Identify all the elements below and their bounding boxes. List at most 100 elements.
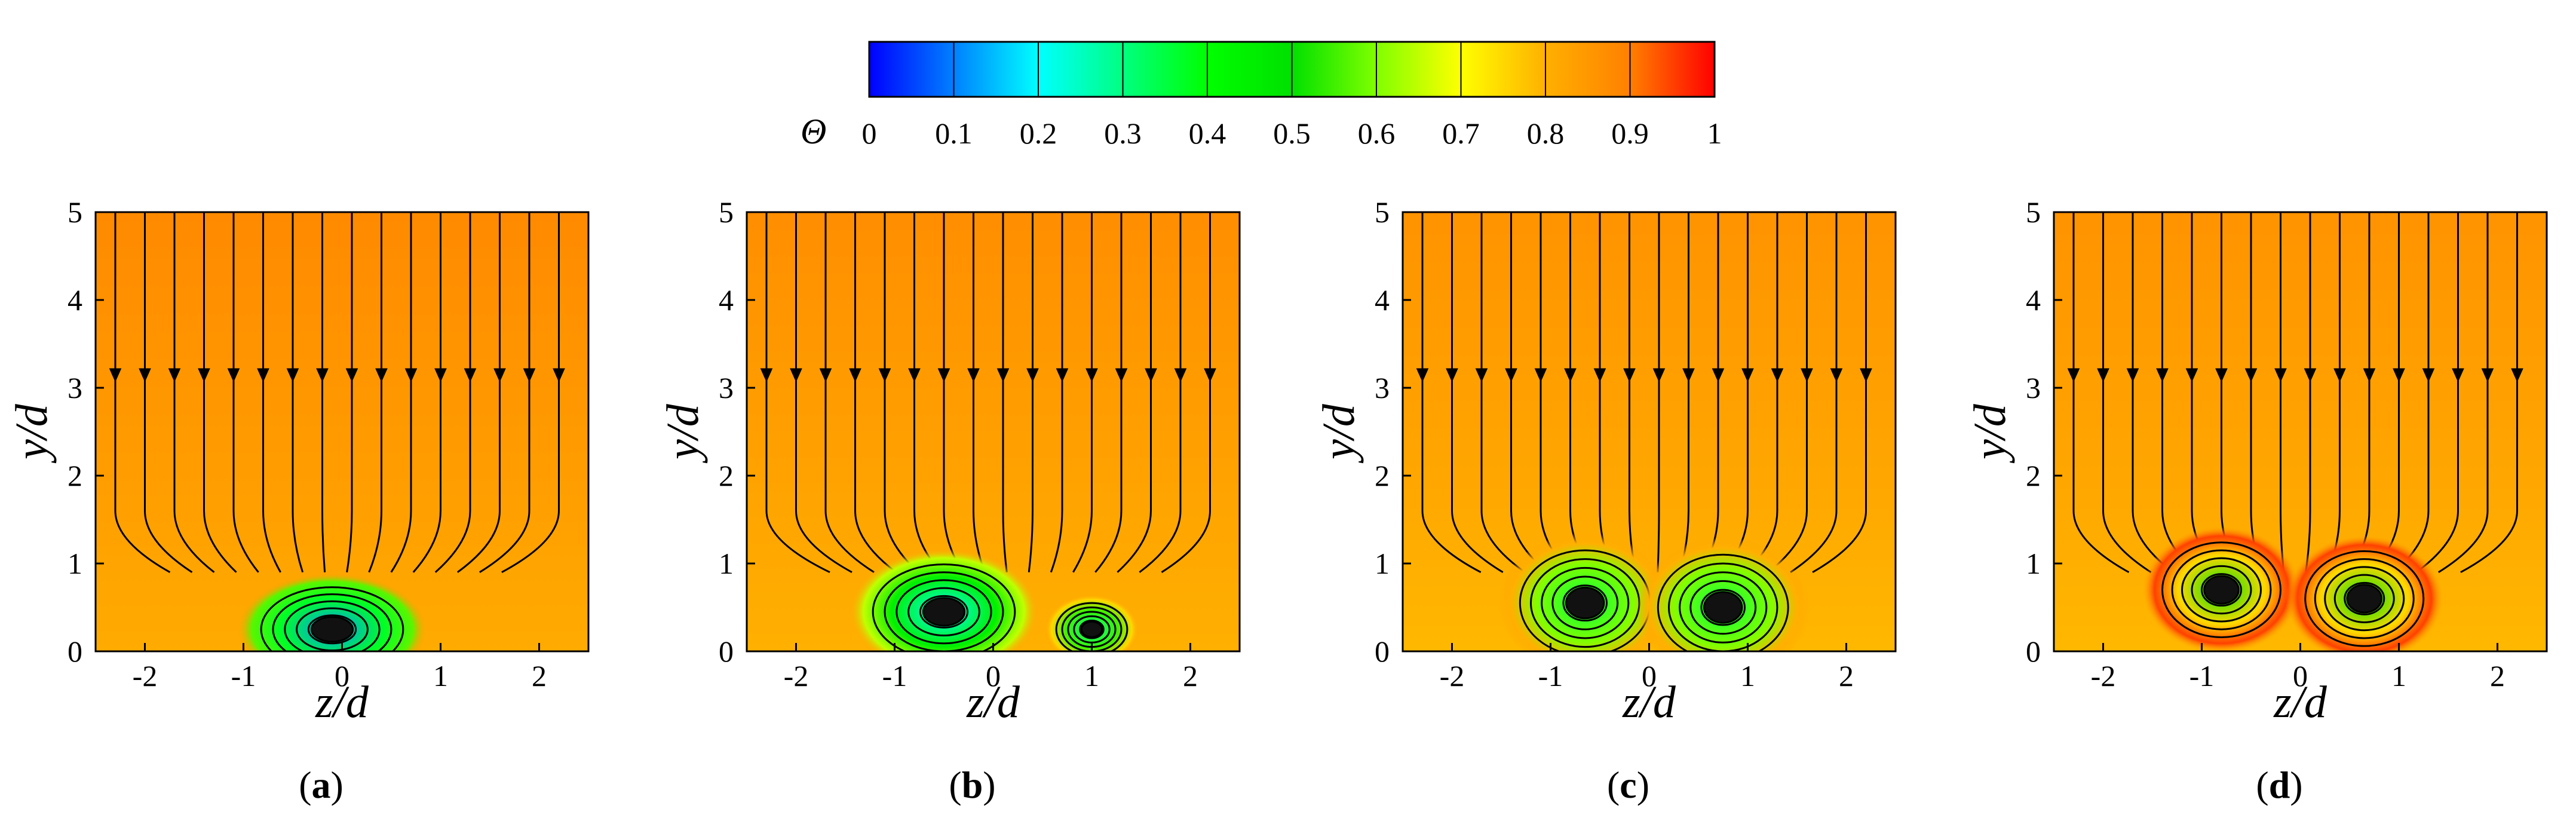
panel-label-open: (	[949, 764, 961, 806]
y-tick-label: 0	[1375, 635, 1390, 668]
vortex-loop	[307, 614, 357, 645]
x-tick-label: 0	[2293, 659, 2308, 693]
vortex-loop	[2161, 541, 2281, 638]
streamline-arrow	[2363, 368, 2376, 382]
field-a	[96, 212, 588, 651]
panel-label: (a)	[299, 764, 344, 806]
field-b	[747, 212, 1240, 651]
vortex-loop	[2324, 566, 2405, 632]
vortex-loop	[2201, 573, 2242, 607]
streamline-arrow	[1652, 368, 1666, 382]
streamline	[2102, 212, 2152, 573]
vortex-streamlines	[1657, 553, 1789, 651]
streamline-arrow	[908, 368, 921, 382]
streamline-arrow	[1145, 368, 1157, 382]
vortex-core	[1565, 586, 1605, 620]
streamline	[765, 212, 830, 574]
vortex-core	[1080, 620, 1103, 638]
colorbar-tick-label: 0.7	[1442, 117, 1480, 150]
streamline	[1072, 212, 1093, 573]
streamline-arrow	[434, 368, 447, 382]
streamline-arrow	[878, 368, 891, 382]
streamline	[262, 212, 281, 573]
y-tick-label: 1	[719, 547, 734, 580]
streamline-arrow	[1085, 368, 1098, 382]
panel-label-open: (	[1607, 764, 1620, 806]
vortex-loop	[1079, 620, 1105, 639]
streamline-arrow	[109, 368, 122, 382]
streamline-arrow	[286, 368, 299, 382]
y-tick-label: 4	[719, 283, 734, 317]
streamline	[368, 212, 382, 573]
streamline	[1094, 212, 1123, 573]
streamline	[144, 212, 193, 573]
streamline-arrow	[2304, 368, 2317, 382]
streamline	[456, 212, 501, 573]
vortex-core	[2203, 575, 2240, 605]
vortex-loop	[907, 587, 980, 637]
streamline-arrow	[790, 368, 802, 382]
streamline-arrow	[1446, 368, 1458, 382]
streamline	[2438, 212, 2489, 573]
streamline	[1161, 212, 1211, 573]
x-axis-label: z/d	[1622, 677, 1676, 727]
y-tick-label: 1	[68, 547, 82, 580]
y-tick-label: 4	[2026, 283, 2041, 317]
x-tick-label: -1	[1538, 659, 1563, 693]
y-tick-label: 3	[719, 371, 734, 405]
panel-label-close: )	[1637, 764, 1649, 806]
vortex-loop	[2171, 549, 2272, 630]
vortex-loop	[1562, 584, 1608, 622]
vortex-loop	[2314, 558, 2415, 639]
streamline-arrow	[1771, 368, 1784, 382]
streamlines	[109, 212, 565, 574]
colorbar-tick-label: 0.9	[1611, 117, 1649, 150]
colorbar-symbol: Θ	[801, 112, 826, 151]
streamline	[346, 212, 353, 572]
y-axis-label: y/d	[1314, 403, 1364, 464]
streamline-arrow	[1026, 368, 1039, 382]
streamline	[1421, 212, 1482, 574]
streamline-arrow	[2067, 368, 2080, 382]
vortex-core	[2346, 584, 2383, 614]
y-tick-label: 3	[68, 371, 82, 405]
colorbar-tick-label: 0.2	[1020, 117, 1057, 150]
streamline	[292, 212, 304, 573]
panel-b: -2 -1 0 1 2 0 1 2 3 4 5 z/d y/d (b)	[658, 195, 1241, 806]
vortex-loop	[2304, 550, 2425, 647]
panel-label-letter: c	[1620, 764, 1636, 806]
vortex-loop	[2344, 581, 2385, 615]
y-tick-label: 5	[68, 195, 82, 229]
panel-label-letter: b	[962, 764, 983, 806]
x-tick-label: -1	[882, 659, 907, 693]
streamline-arrow	[819, 368, 832, 382]
panel-label-open: (	[2256, 764, 2268, 806]
colorbar-tick-labels: 0 0.1 0.2 0.3 0.4 0.5 0.6 0.7 0.8 0.9 1	[862, 117, 1722, 150]
streamline	[173, 212, 215, 573]
streamline-arrow	[849, 368, 861, 382]
colorbar-tick-label: 0.6	[1358, 117, 1396, 150]
colorbar-tickmarks	[953, 42, 1631, 97]
vortex-loop	[1679, 571, 1768, 644]
y-tick-label: 0	[719, 635, 734, 668]
y-tick-label: 5	[1375, 195, 1390, 229]
vortex-loop	[872, 563, 1016, 651]
x-tick-label: 1	[1084, 659, 1099, 693]
streamline	[1790, 212, 1838, 573]
streamline	[2072, 212, 2130, 574]
streamline-arrow	[404, 368, 418, 382]
colorbar-tick-label: 1	[1707, 117, 1722, 150]
vortex-loop	[1657, 553, 1789, 651]
x-tick-label: 2	[532, 659, 547, 693]
y-tick-label: 2	[719, 459, 734, 492]
panel-label-letter: a	[312, 764, 331, 806]
streamline-arrow	[345, 368, 358, 382]
streamline-arrow	[168, 368, 181, 382]
streamline	[1050, 212, 1063, 573]
vortex-loop	[919, 595, 969, 629]
vortex-loop	[284, 600, 381, 651]
y-tick-label: 4	[1375, 283, 1390, 317]
panel-label: (d)	[2256, 764, 2302, 806]
